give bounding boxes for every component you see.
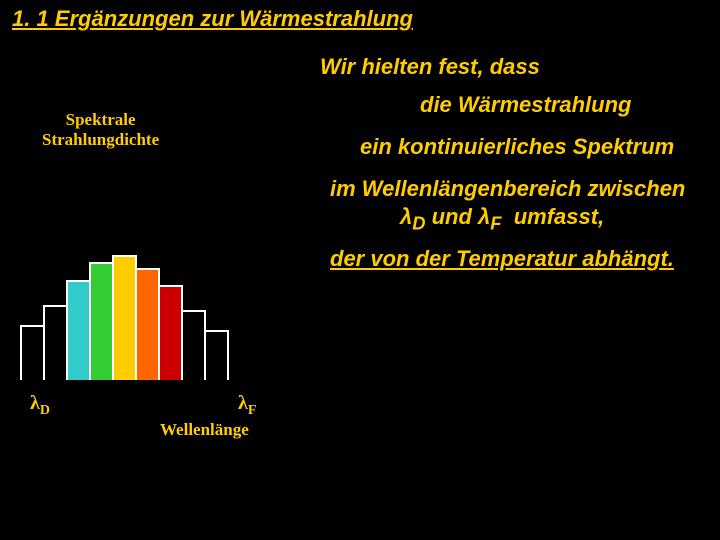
y-axis-label-line1: Spektrale [42, 110, 159, 130]
body-line-3: im Wellenlängenbereich zwischen [330, 176, 685, 202]
spectrum-bar-3 [89, 262, 114, 380]
lambda-d-label: λD [30, 392, 50, 419]
spectrum-bar-chart [20, 250, 270, 380]
spectrum-bar-7 [181, 310, 206, 380]
spectrum-bar-1 [43, 305, 68, 380]
lambda-f-label: λF [238, 392, 256, 419]
spectrum-bar-8 [204, 330, 229, 380]
body-line-2: ein kontinuierliches Spektrum [360, 134, 674, 160]
y-axis-label: Spektrale Strahlungdichte [42, 110, 159, 150]
page-title: 1. 1 Ergänzungen zur Wärmestrahlung [12, 6, 413, 32]
x-axis-label: Wellenlänge [160, 420, 249, 440]
body-line-4: λD und λF umfasst, [400, 204, 604, 234]
body-line-1: die Wärmestrahlung [420, 92, 631, 118]
y-axis-label-line2: Strahlungdichte [42, 130, 159, 150]
body-line-5: der von der Temperatur abhängt. [330, 246, 674, 272]
spectrum-bar-6 [158, 285, 183, 380]
spectrum-bar-0 [20, 325, 45, 380]
spectrum-bar-4 [112, 255, 137, 380]
spectrum-bar-5 [135, 268, 160, 380]
spectrum-bar-2 [66, 280, 91, 380]
body-line-0: Wir hielten fest, dass [320, 54, 540, 80]
